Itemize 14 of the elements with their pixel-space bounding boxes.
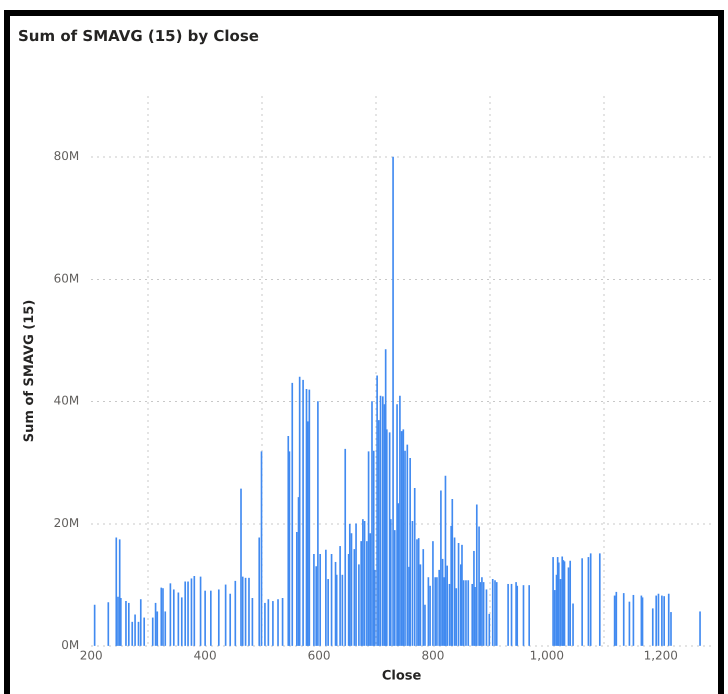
x-tick-label: 800 [421, 648, 444, 662]
x-tick-label: 200 [80, 648, 103, 662]
x-tick-label: 1,200 [644, 648, 678, 662]
y-tick-label: 40M [54, 394, 80, 408]
y-tick-label: 60M [54, 271, 80, 286]
chart-title: Sum of SMAVG (15) by Close [18, 26, 259, 45]
y-tick-label: 20M [54, 516, 80, 530]
y-tick-label: 80M [54, 149, 80, 164]
y-tick-label: 0M [61, 638, 80, 652]
x-tick-label: 1,000 [530, 648, 564, 662]
x-tick-label: 600 [308, 648, 330, 662]
y-axis-title: Sum of SMAVG (15) [22, 300, 38, 442]
x-axis-title: Close [382, 668, 422, 684]
x-tick-label: 400 [194, 648, 217, 662]
